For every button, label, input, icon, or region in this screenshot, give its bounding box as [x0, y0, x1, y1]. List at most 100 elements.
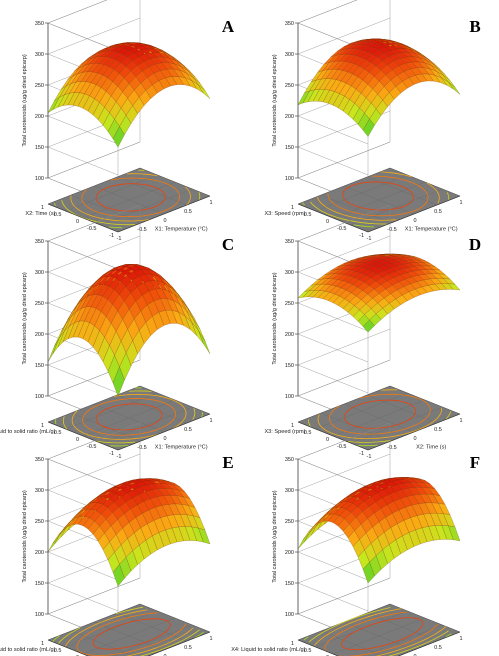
surface-cell: [198, 84, 211, 99]
z-tick-label: 200: [35, 114, 44, 120]
x-axis-label: X1: Temperature (°C): [155, 226, 208, 232]
z-tick-label: 250: [285, 519, 294, 525]
contour-line: [324, 611, 408, 652]
z-tick-label: 250: [35, 301, 44, 307]
y-tick-label: 0.5: [304, 212, 312, 218]
x-tick-label: 1: [209, 636, 212, 642]
x-tick-label: 0: [413, 218, 416, 224]
z-tick-label: 100: [35, 394, 44, 400]
x-tick-label: 0: [413, 436, 416, 442]
floor-gridline: [332, 617, 426, 655]
y-tick-label: 0.5: [304, 430, 312, 436]
floor-gridline: [47, 603, 141, 641]
z-tick-label: 300: [285, 270, 294, 276]
z-tick-label: 350: [35, 239, 44, 245]
surface-cell: [448, 283, 461, 291]
contour-line: [81, 183, 180, 218]
y-tick-label: -1: [359, 233, 364, 239]
contour-line: [111, 177, 167, 184]
contour-line: [357, 444, 378, 447]
floor-gridline: [82, 399, 176, 437]
y-tick-label: 0.5: [304, 648, 312, 654]
y-tick-label: -0.5: [87, 444, 96, 450]
x-axis-label: X1: Temperature (°C): [155, 444, 208, 450]
y-tick-label: -1: [109, 451, 114, 457]
panel-letter-b: B: [469, 17, 480, 36]
floor-gridline: [65, 610, 158, 648]
z-tick-label: 150: [35, 363, 44, 369]
z-tick-label: 100: [35, 612, 44, 618]
contour-line: [172, 399, 187, 429]
contour-line: [375, 626, 447, 656]
y-axis-label: X4: Liquid to solid ratio (mL/g): [0, 647, 56, 653]
panel-letter-d: D: [469, 235, 481, 254]
x-axis: [117, 195, 211, 233]
y-axis-label: X3: Speed (rpm): [264, 211, 305, 217]
z-tick-label: 350: [285, 457, 294, 463]
contour-line: [302, 202, 305, 206]
z-tick-label: 350: [285, 21, 294, 27]
y-axis-label: X2: Time (s): [25, 211, 55, 217]
x-tick-label: -1: [117, 236, 122, 242]
y-axis-label: X4: Liquid to solid ratio (mL/g): [231, 647, 305, 653]
y-axis: [297, 639, 339, 656]
y-axis: [297, 203, 369, 233]
z-axis-label: Total carotenoids (ug/g dried epicarp): [272, 272, 278, 364]
x-axis: [367, 413, 461, 451]
x-tick-label: 1: [459, 636, 462, 642]
x-tick-label: -0.5: [137, 227, 146, 233]
x-axis: [397, 631, 461, 656]
x-tick-label: -0.5: [387, 445, 396, 451]
contour-line: [341, 617, 424, 651]
z-tick-label: 150: [285, 363, 294, 369]
contour-line: [388, 630, 449, 656]
floor-gridline: [116, 394, 188, 424]
contour-line: [381, 171, 412, 178]
x-tick-label: 0: [413, 654, 416, 656]
contour-line: [92, 618, 171, 650]
z-tick-label: 150: [285, 145, 294, 151]
z-axis-label: Total carotenoids (ug/g dried epicarp): [272, 490, 278, 582]
contour-line: [342, 181, 414, 211]
z-tick-label: 250: [35, 83, 44, 89]
y-tick-label: 1: [291, 205, 294, 211]
contour-line: [62, 416, 68, 430]
contour-line: [327, 182, 429, 217]
x-tick-label: 1: [459, 418, 462, 424]
contour-line: [185, 186, 191, 206]
y-axis-label: X3: Speed (rpm): [264, 429, 305, 435]
y-tick-label: -0.5: [87, 226, 96, 232]
panel-letter-c: C: [222, 235, 234, 254]
contour-line: [108, 226, 123, 229]
z-axis-label: Total carotenoids (ug/g dried epicarp): [22, 272, 28, 364]
contour-line: [328, 398, 431, 435]
floor-gridline: [47, 167, 141, 205]
contour-line: [201, 412, 204, 418]
z-tick-label: 250: [285, 83, 294, 89]
z-tick-label: 150: [35, 581, 44, 587]
contour-line: [126, 173, 158, 177]
z-tick-label: 150: [35, 145, 44, 151]
y-axis: [47, 203, 119, 233]
y-tick-label: -0.5: [337, 226, 346, 232]
z-axis-label: Total carotenoids (ug/g dried epicarp): [272, 54, 278, 146]
contour-line: [316, 196, 397, 221]
floor-gridline: [389, 385, 461, 415]
y-axis: [47, 421, 119, 451]
floor-gridline: [65, 174, 158, 212]
y-tick-label: 1: [41, 423, 44, 429]
contour-line: [82, 398, 176, 436]
surface-cell: [448, 81, 461, 95]
contour-line: [70, 195, 150, 222]
z-tick-label: 200: [285, 550, 294, 556]
x-tick-label: 1: [209, 200, 212, 206]
y-tick-label: 0.5: [54, 430, 62, 436]
contour-line: [194, 631, 204, 639]
contour-line: [348, 440, 391, 443]
x-axis-label: X1: Temperature (°C): [405, 226, 458, 232]
contour-line: [76, 612, 186, 656]
